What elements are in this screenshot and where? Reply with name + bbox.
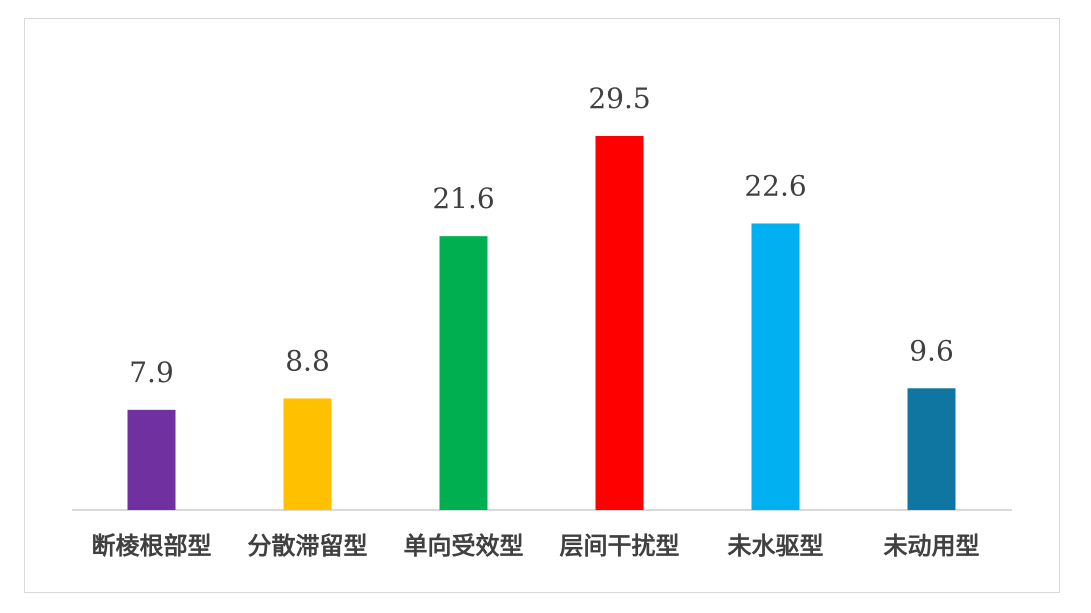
bar-6 xyxy=(907,388,956,510)
bar-3 xyxy=(439,236,488,510)
category-label-6: 未动用型 xyxy=(884,532,980,560)
category-label-5: 未水驱型 xyxy=(728,532,824,560)
value-label-4: 29.5 xyxy=(588,82,650,115)
bar-4 xyxy=(595,136,644,510)
category-label-3: 单向受效型 xyxy=(404,532,524,560)
value-label-2: 8.8 xyxy=(285,344,330,377)
value-label-3: 21.6 xyxy=(432,182,494,215)
value-label-5: 22.6 xyxy=(744,169,806,202)
value-label-1: 7.9 xyxy=(129,356,174,389)
category-label-1: 断棱根部型 xyxy=(92,532,212,560)
bar-2 xyxy=(283,398,332,510)
bar-5 xyxy=(751,223,800,510)
value-label-6: 9.6 xyxy=(909,334,954,367)
category-label-2: 分散滞留型 xyxy=(248,532,368,560)
chart-frame xyxy=(24,18,1060,593)
bar-1 xyxy=(127,409,176,510)
category-label-4: 层间干扰型 xyxy=(560,532,680,560)
